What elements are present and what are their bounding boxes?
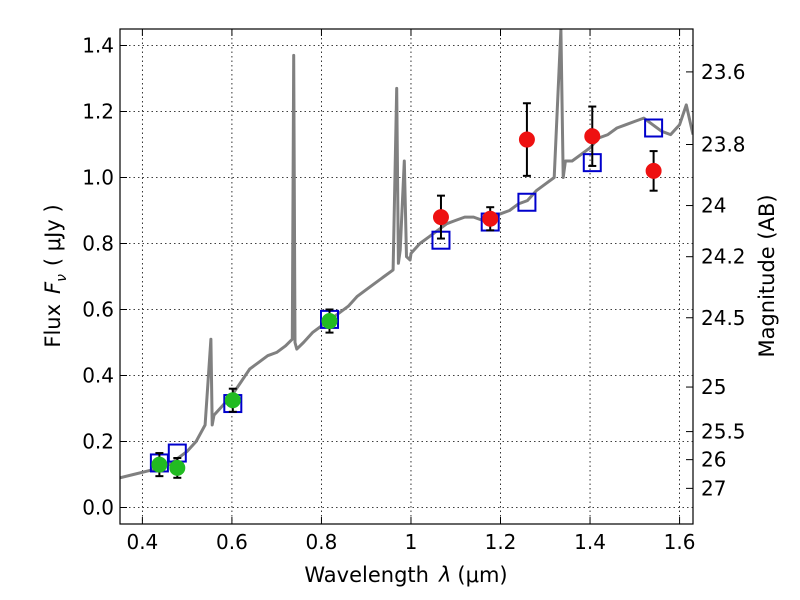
y-tick-label: 0.4 (82, 364, 114, 388)
model-photometry-square (644, 118, 664, 138)
mag-tick-label: 25 (701, 375, 726, 399)
y-tick-label: 1.4 (82, 34, 114, 58)
y2-axis-title: Magnitude (AB) (755, 194, 779, 357)
optical-data-point (321, 313, 338, 330)
x-tick-label: 0.6 (216, 530, 248, 554)
y-tick-label: 0.2 (82, 430, 114, 454)
y-tick-label: 0.8 (82, 232, 114, 256)
mag-tick-label: 23.6 (701, 60, 746, 84)
infrared-data-point (432, 209, 449, 226)
mag-tick-label: 24 (701, 194, 726, 218)
x-tick-label: 1.2 (485, 530, 517, 554)
infrared-data-point (584, 128, 601, 145)
y-tick-label: 1.0 (82, 166, 114, 190)
x-tick-label: 1 (405, 530, 418, 554)
optical-data-point (224, 392, 241, 409)
model-photometry-square (517, 192, 537, 212)
y-tick-label: 1.2 (82, 100, 114, 124)
mag-tick-label: 24.2 (701, 245, 746, 269)
mag-tick-label: 25.5 (701, 420, 746, 444)
mag-tick-label: 27 (701, 476, 726, 500)
optical-data-point (169, 459, 186, 476)
infrared-data-point (645, 162, 662, 179)
plot-frame (119, 28, 694, 525)
infrared-data-point (482, 210, 499, 227)
mag-tick-label: 24.5 (701, 306, 746, 330)
mag-tick-label: 23.8 (701, 133, 746, 157)
x-axis-title: Wavelength λ (μm) (304, 563, 507, 587)
y-tick-label: 0.0 (82, 496, 114, 520)
infrared-data-point (518, 131, 535, 148)
grid (120, 29, 693, 524)
axes: 0.4 0.6 0.8 1 1.2 1.4 1.6 0.0 0.2 0.4 0.6 0.8 1.0 1.2… (82, 29, 746, 554)
x-tick-label: 0.8 (306, 530, 338, 554)
x-tick-label: 0.4 (126, 530, 158, 554)
y-axis-title: FluxFν( μJy ) (41, 204, 70, 347)
x-tick-label: 1.6 (664, 530, 696, 554)
mag-tick-label: 26 (701, 448, 726, 472)
optical-data-point (151, 456, 168, 473)
data-layer (120, 29, 693, 480)
x-tick-label: 1.4 (574, 530, 606, 554)
y-tick-label: 0.6 (82, 298, 114, 322)
